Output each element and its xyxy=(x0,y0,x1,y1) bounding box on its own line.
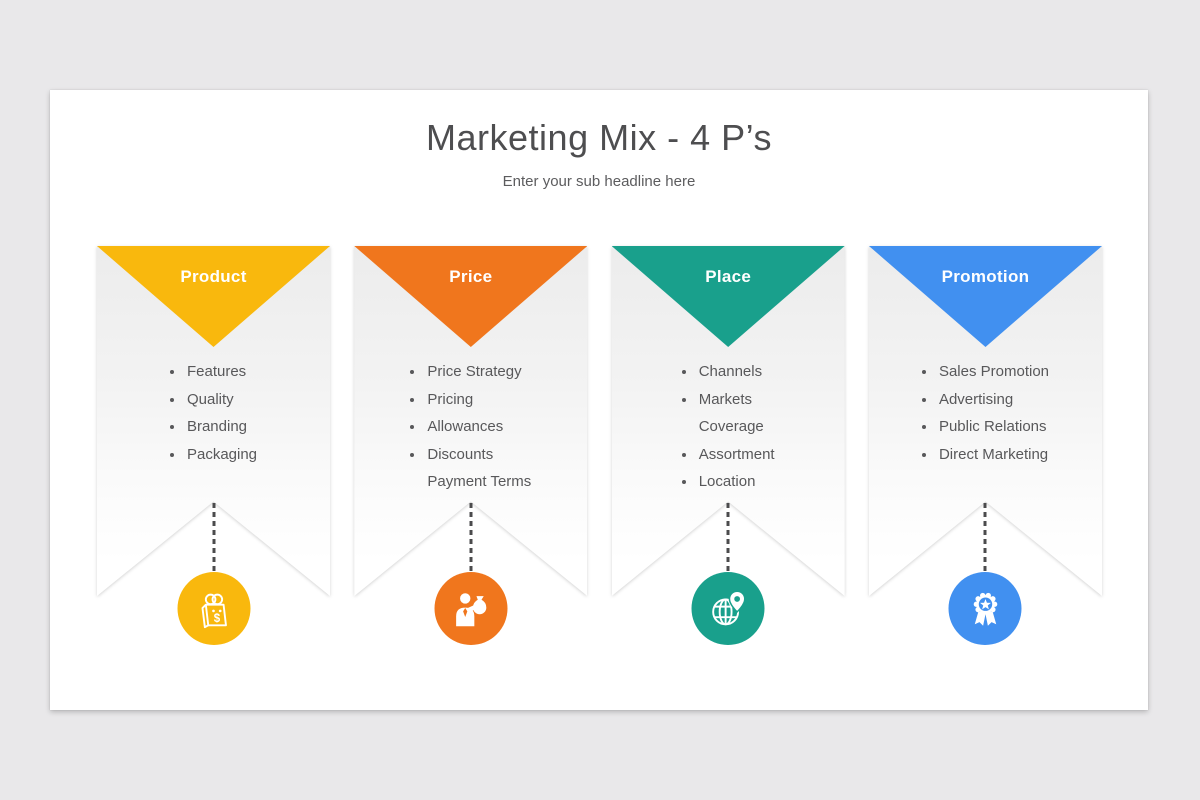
page-subtitle: Enter your sub headline here xyxy=(502,173,696,190)
list-item: Payment Terms xyxy=(427,473,532,490)
column-title: Price xyxy=(449,267,493,286)
list-item: Location xyxy=(681,468,775,496)
list-item: Sales Promotion xyxy=(921,358,1049,386)
shopping-bag-dollar-icon: $ xyxy=(177,572,250,645)
list-item: Coverage xyxy=(698,418,764,435)
globe-location-pin-icon xyxy=(691,572,765,645)
list-item: Features xyxy=(169,358,257,386)
list-item: Quality xyxy=(169,386,257,414)
place-bullet-list: Channels Markets Coverage Assortment Locatio… xyxy=(681,358,775,496)
seller-moneybag-icon xyxy=(434,572,508,645)
dashed-connector xyxy=(469,503,473,572)
price-bullet-list: Price Strategy Pricing Allowances Discounts… xyxy=(410,358,531,496)
product-bullet-list: Features Quality Branding Packaging xyxy=(169,358,257,469)
list-item: Allowances xyxy=(410,413,531,441)
column-promotion: Promotion Sales Promotion Advertising Publ… xyxy=(868,246,1102,645)
svg-text:$: $ xyxy=(214,612,221,624)
list-item: Public Relations xyxy=(921,413,1049,441)
dashed-connector xyxy=(726,503,730,572)
list-item: Channels xyxy=(681,358,775,386)
list-item: Assortment xyxy=(681,441,775,469)
dashed-connector xyxy=(983,503,987,572)
column-product: Product Features Quality Branding Packaging… xyxy=(97,246,330,645)
slide: Marketing Mix - 4 P’s Enter your sub hea… xyxy=(50,90,1148,710)
list-item: Packaging xyxy=(169,441,257,469)
list-item: Discounts xyxy=(410,441,531,469)
column-title: Promotion xyxy=(941,267,1030,286)
promotion-bullet-list: Sales Promotion Advertising Public Relatio… xyxy=(921,358,1049,469)
list-item: Markets xyxy=(681,386,775,414)
list-item: Direct Marketing xyxy=(921,441,1049,469)
list-item: Branding xyxy=(169,413,257,441)
column-title: Product xyxy=(180,267,247,286)
list-item: Pricing xyxy=(410,386,531,414)
award-ribbon-icon xyxy=(948,572,1022,645)
page-title: Marketing Mix - 4 P’s xyxy=(426,117,772,158)
list-item: Price Strategy xyxy=(410,358,531,386)
list-item: Advertising xyxy=(921,386,1049,414)
column-title: Place xyxy=(705,267,752,286)
column-place: Place Channels Markets Coverage Assortment L… xyxy=(611,246,845,645)
columns-row: Product Features Quality Branding Packaging… xyxy=(97,246,1102,645)
dashed-connector xyxy=(212,503,215,572)
column-price: Price Price Strategy Pricing Allowances Dis… xyxy=(354,246,588,645)
